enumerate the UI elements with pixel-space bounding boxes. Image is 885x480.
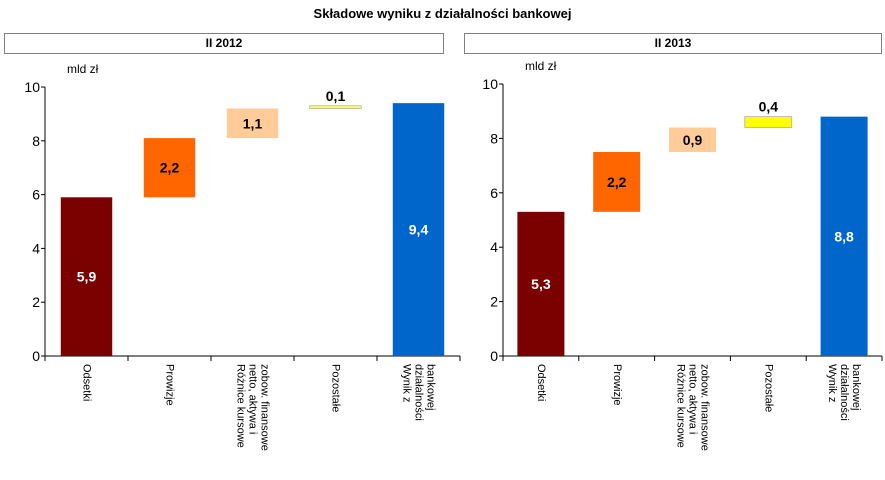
data-label: 0,1 xyxy=(326,88,346,104)
x-category-label: zobow. finansowe xyxy=(259,364,271,451)
x-category-label: bankowej xyxy=(850,364,862,410)
y-tick-label: 10 xyxy=(482,76,498,92)
bar-1 xyxy=(60,197,113,356)
data-label: 5,3 xyxy=(531,276,551,292)
x-category-label: Różnice kursowe xyxy=(235,364,247,448)
x-category-label: działalności xyxy=(838,364,850,421)
bar-4 xyxy=(309,105,362,109)
bar-3 xyxy=(226,108,279,139)
bar-3 xyxy=(669,127,716,152)
x-category-label: Odsetki xyxy=(81,364,93,401)
y-axis-unit-label: mld zł xyxy=(67,62,99,76)
chart-title: Składowe wyniku z działalności bankowej xyxy=(313,6,572,21)
data-label: 2,2 xyxy=(607,174,627,190)
x-category-label: działalności xyxy=(413,364,425,421)
panel-header-left: II 2012 xyxy=(4,33,444,54)
bar-5 xyxy=(392,103,445,356)
data-label: 0,4 xyxy=(759,99,779,115)
x-category-label: Prowizje xyxy=(164,364,176,406)
x-category-label: Pozostałe xyxy=(330,364,342,412)
x-category-label: Prowizje xyxy=(611,364,623,406)
y-tick-label: 8 xyxy=(32,133,40,149)
bar-2 xyxy=(593,152,641,212)
y-tick-label: 6 xyxy=(490,185,498,201)
x-category-label: Odsetki xyxy=(535,364,547,401)
x-category-label: netto, aktywa i xyxy=(247,364,259,434)
y-tick-label: 2 xyxy=(32,294,40,310)
x-category-label: netto, aktywa i xyxy=(687,364,699,434)
x-category-label: Różnice kursowe xyxy=(675,364,687,448)
y-tick-label: 8 xyxy=(490,130,498,146)
x-category-label: Wynik z xyxy=(401,364,413,402)
chart-panel-2: 0 2 4 6 8 10 mld zł 5,3 Odsetki 2,2 Prowizje 0,9 Róż… xyxy=(482,59,883,451)
bar-2 xyxy=(143,138,196,198)
x-category-label: bankowej xyxy=(425,364,437,410)
y-tick-label: 0 xyxy=(490,348,498,364)
y-axis-unit-label: mld zł xyxy=(525,59,557,73)
data-label: 0,9 xyxy=(683,132,703,148)
y-tick-label: 0 xyxy=(32,348,40,364)
chart-panel-1: 0 2 4 6 8 10 mld zł 5,9 Odsetki 2,2 Prowizje 1,1 Róż… xyxy=(24,62,461,451)
x-category-label: Pozostałe xyxy=(762,364,774,412)
y-tick-label: 4 xyxy=(32,240,40,256)
x-category-label: Wynik z xyxy=(826,364,838,402)
y-tick-label: 10 xyxy=(24,79,40,95)
y-tick-label: 6 xyxy=(32,187,40,203)
x-category-label: zobow. finansowe xyxy=(699,364,711,451)
bar-5 xyxy=(820,116,868,356)
panel-header-right: II 2013 xyxy=(464,33,882,54)
data-label: 5,9 xyxy=(77,269,97,285)
data-label: 2,2 xyxy=(160,160,180,176)
data-label: 1,1 xyxy=(243,115,263,131)
y-tick-label: 2 xyxy=(490,294,498,310)
bar-1 xyxy=(517,211,565,356)
data-label: 9,4 xyxy=(409,222,429,238)
bar-4 xyxy=(744,116,793,128)
y-tick-label: 4 xyxy=(490,239,498,255)
data-label: 8,8 xyxy=(834,228,854,244)
